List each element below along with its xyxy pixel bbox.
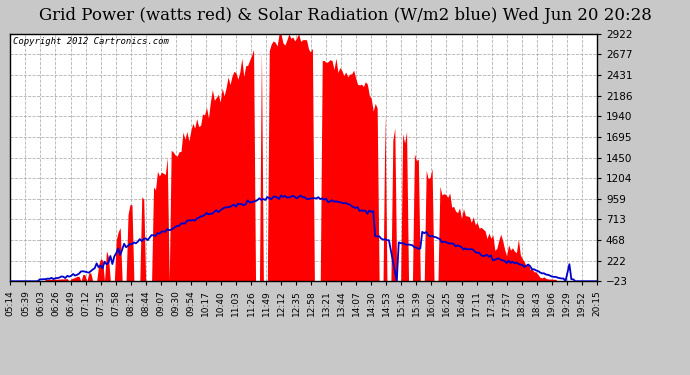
Text: Copyright 2012 Cartronics.com: Copyright 2012 Cartronics.com	[13, 38, 169, 46]
Text: Grid Power (watts red) & Solar Radiation (W/m2 blue) Wed Jun 20 20:28: Grid Power (watts red) & Solar Radiation…	[39, 8, 651, 24]
